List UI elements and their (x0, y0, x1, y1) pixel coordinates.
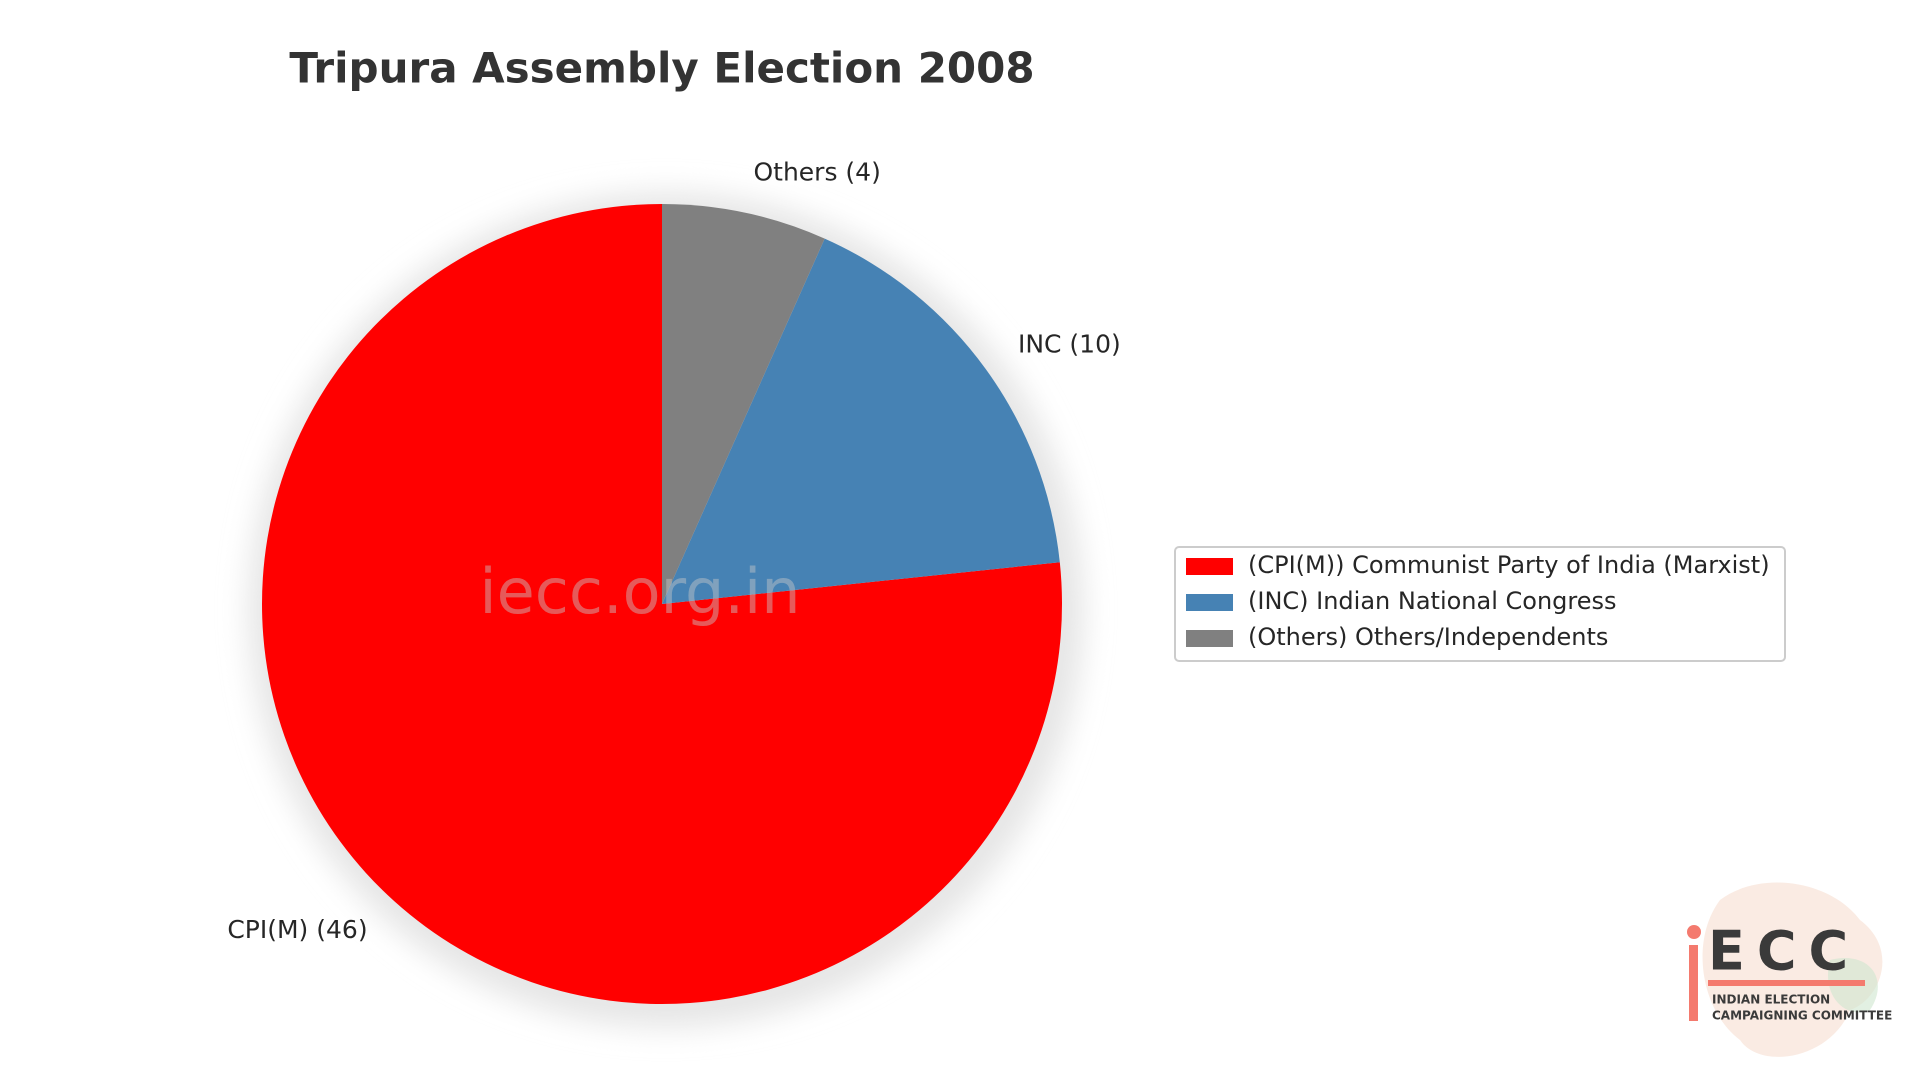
logo: ECC INDIAN ELECTION CAMPAIGNING COMMITTE… (1687, 882, 1892, 1057)
slice-label: INC (10) (1018, 329, 1121, 358)
pie-slice (662, 238, 1060, 604)
logo-underline (1708, 980, 1865, 986)
legend: (CPI(M)) Communist Party of India (Marxi… (1174, 546, 1786, 662)
pie: CPI(M) (46) INC (10) Others (4) (227, 158, 1121, 1028)
legend-label: (INC) Indian National Congress (1248, 587, 1617, 615)
legend-label: (Others) Others/Independents (1248, 623, 1608, 651)
logo-map (1702, 882, 1883, 1057)
logo-dot (1687, 925, 1701, 939)
pie-slice (662, 204, 825, 604)
logo-line1: INDIAN ELECTION (1712, 993, 1830, 1007)
chart-title: Tripura Assembly Election 2008 (289, 44, 1034, 93)
legend-label: (CPI(M)) Communist Party of India (Marxi… (1248, 551, 1770, 579)
legend-swatch (1186, 594, 1233, 611)
logo-mark: ECC (1708, 920, 1860, 983)
legend-swatch (1186, 630, 1233, 647)
watermark: iecc.org.in (479, 555, 800, 628)
logo-line2: CAMPAIGNING COMMITTEE (1712, 1009, 1892, 1023)
logo-bar (1689, 945, 1698, 1021)
legend-swatch (1186, 558, 1233, 575)
slice-label: Others (4) (753, 158, 880, 187)
slice-label: CPI(M) (46) (227, 915, 367, 944)
legend-frame (1174, 546, 1786, 662)
